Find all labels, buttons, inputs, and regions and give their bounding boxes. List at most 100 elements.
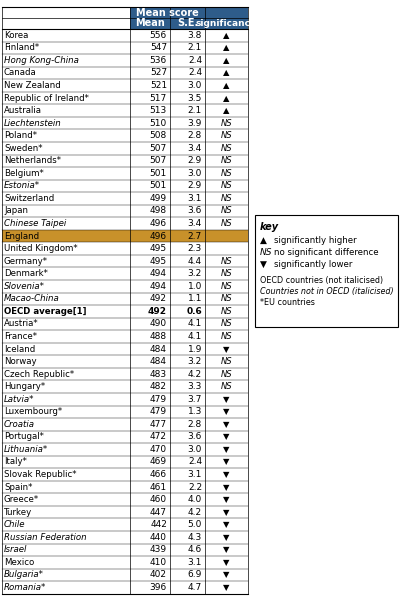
Text: 484: 484 (150, 357, 167, 366)
Text: 2.9: 2.9 (188, 182, 202, 191)
Text: 460: 460 (150, 495, 167, 504)
Text: Portugal*: Portugal* (4, 433, 44, 442)
Text: NS: NS (221, 282, 232, 291)
Text: 547: 547 (150, 44, 167, 52)
Text: Greece*: Greece* (4, 495, 39, 504)
Bar (2, 129, 248, 142)
Text: NS: NS (260, 248, 272, 257)
Bar (2, 418, 248, 431)
Text: Australia: Australia (4, 106, 42, 115)
Text: 483: 483 (150, 370, 167, 379)
Bar (2, 267, 248, 280)
Text: NS: NS (221, 131, 232, 140)
Text: 1.3: 1.3 (188, 407, 202, 416)
Text: key: key (260, 222, 279, 232)
Text: Netherlands*: Netherlands* (4, 156, 61, 165)
Text: NS: NS (221, 294, 232, 303)
Text: 439: 439 (150, 545, 167, 554)
Bar (2, 104, 248, 117)
Text: 4.1: 4.1 (188, 319, 202, 329)
Text: 496: 496 (150, 232, 167, 241)
Text: Chinese Taipei: Chinese Taipei (4, 219, 66, 228)
Text: 2.1: 2.1 (188, 44, 202, 52)
Text: 440: 440 (150, 533, 167, 541)
Text: ▼: ▼ (223, 558, 230, 567)
Text: ▲: ▲ (223, 44, 230, 52)
Text: 1.1: 1.1 (188, 294, 202, 303)
Bar (2, 443, 248, 456)
Text: Luxembourg*: Luxembourg* (4, 407, 62, 416)
Text: Bulgaria*: Bulgaria* (4, 571, 44, 580)
Text: *EU countries: *EU countries (260, 298, 315, 307)
Text: 3.5: 3.5 (188, 94, 202, 102)
Text: 4.7: 4.7 (188, 583, 202, 592)
Text: Denmark*: Denmark* (4, 269, 48, 278)
Text: 2.1: 2.1 (188, 106, 202, 115)
Text: 3.8: 3.8 (188, 31, 202, 40)
Text: 490: 490 (150, 319, 167, 329)
Text: ▲: ▲ (223, 56, 230, 65)
Text: 2.4: 2.4 (188, 68, 202, 77)
Text: 2.3: 2.3 (188, 244, 202, 253)
Text: 4.3: 4.3 (188, 533, 202, 541)
Text: 2.8: 2.8 (188, 131, 202, 140)
Text: Switzerland: Switzerland (4, 194, 54, 203)
Text: 4.2: 4.2 (188, 370, 202, 379)
Text: 499: 499 (150, 194, 167, 203)
Bar (2, 343, 248, 355)
Text: 482: 482 (150, 382, 167, 391)
Text: ▼: ▼ (223, 520, 230, 529)
Text: significance: significance (196, 19, 257, 28)
Text: 494: 494 (150, 269, 167, 278)
Bar (2, 543, 248, 556)
Text: ▼: ▼ (223, 508, 230, 517)
Bar (2, 531, 248, 543)
Text: 536: 536 (150, 56, 167, 65)
Text: ▲: ▲ (223, 68, 230, 77)
Text: 513: 513 (150, 106, 167, 115)
Text: ▼: ▼ (260, 260, 267, 269)
Text: Latvia*: Latvia* (4, 394, 34, 404)
Text: Romania*: Romania* (4, 583, 46, 592)
Text: ▼: ▼ (223, 495, 230, 504)
Text: 2.4: 2.4 (188, 56, 202, 65)
Bar (2, 154, 248, 167)
Text: 3.6: 3.6 (188, 206, 202, 215)
Text: 447: 447 (150, 508, 167, 517)
Text: ▼: ▼ (223, 420, 230, 429)
Bar (2, 468, 248, 481)
Text: NS: NS (221, 182, 232, 191)
Text: 479: 479 (150, 394, 167, 404)
Text: 3.0: 3.0 (188, 445, 202, 454)
Bar (2, 180, 248, 192)
Text: 3.9: 3.9 (188, 119, 202, 128)
Text: Croatia: Croatia (4, 420, 35, 429)
Text: ▼: ▼ (223, 533, 230, 541)
Text: ▼: ▼ (223, 470, 230, 479)
Text: Japan: Japan (4, 206, 28, 215)
Bar (2, 330, 248, 343)
Text: ▼: ▼ (223, 457, 230, 466)
Text: 2.8: 2.8 (188, 420, 202, 429)
Bar (2, 79, 248, 92)
Text: Countries not in OECD (italicised): Countries not in OECD (italicised) (260, 287, 394, 296)
Bar (2, 42, 248, 54)
Bar (2, 518, 248, 531)
Text: significantly lower: significantly lower (274, 260, 352, 269)
Text: 1.0: 1.0 (188, 282, 202, 291)
Text: 494: 494 (150, 282, 167, 291)
Bar (2, 393, 248, 405)
Bar (2, 355, 248, 368)
Text: 461: 461 (150, 483, 167, 492)
Text: ▼: ▼ (223, 545, 230, 554)
Text: Hong Kong-China: Hong Kong-China (4, 56, 79, 65)
Text: ▼: ▼ (223, 433, 230, 442)
Text: 479: 479 (150, 407, 167, 416)
Bar (2, 581, 248, 594)
Text: 442: 442 (150, 520, 167, 529)
Text: Italy*: Italy* (4, 457, 27, 466)
Text: New Zealand: New Zealand (4, 81, 61, 90)
Text: 477: 477 (150, 420, 167, 429)
Text: ▼: ▼ (223, 483, 230, 492)
Text: 4.6: 4.6 (188, 545, 202, 554)
